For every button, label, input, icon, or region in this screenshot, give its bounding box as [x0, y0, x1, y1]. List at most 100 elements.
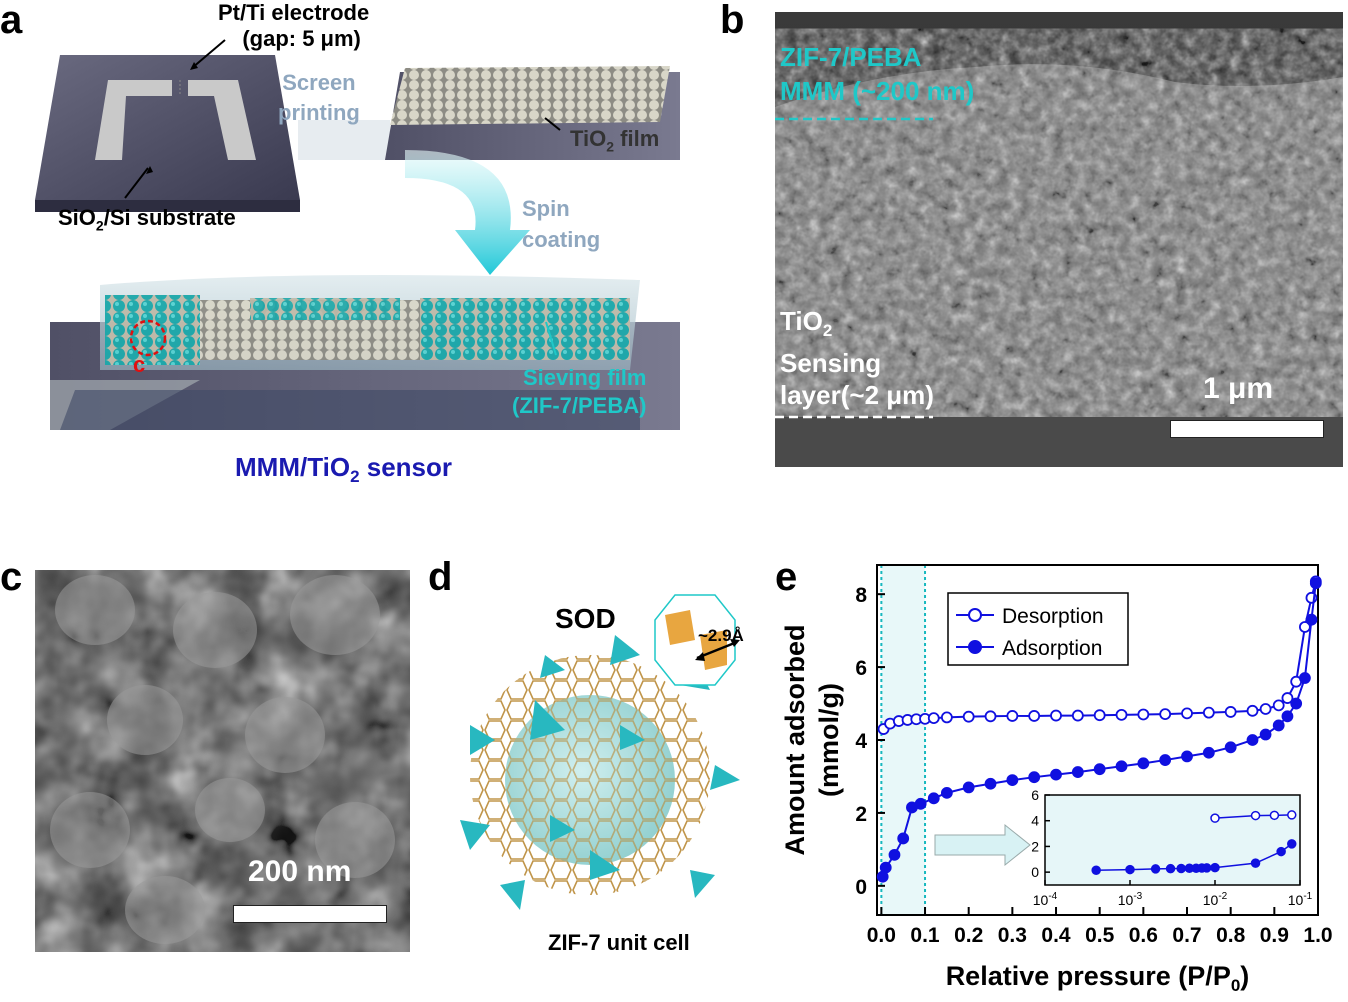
inset-series-line	[1214, 814, 1292, 819]
highlight-region	[881, 565, 926, 915]
electrode-label: Pt/Ti electrode (gap: 5 μm)	[218, 0, 370, 51]
inset-y-tick-label: 0	[1031, 864, 1039, 880]
y-tick-label: 4	[855, 730, 867, 753]
x-tick-label: 1.0	[1303, 924, 1332, 947]
data-point-adsorption	[1224, 741, 1237, 754]
x-tick-label: 0.4	[1041, 924, 1071, 947]
data-point-adsorption	[1028, 771, 1041, 784]
sem-cross-section-image	[775, 12, 1343, 467]
y-tick-label: 8	[855, 584, 867, 607]
legend-label: Desorption	[1002, 605, 1104, 628]
x-tick-label: 0.7	[1172, 924, 1201, 947]
screen-printing-label: Screen printing	[278, 70, 360, 125]
data-point-desorption	[1259, 703, 1272, 715]
inset-x-tick-label: 10-3	[1118, 891, 1143, 908]
inset-arrow	[934, 823, 1031, 867]
inset-data-point	[1250, 810, 1261, 821]
x-tick-label: 0.6	[1129, 924, 1158, 947]
data-point-adsorption	[1115, 760, 1128, 773]
data-point-adsorption	[897, 832, 910, 845]
inset-data-point	[1210, 813, 1220, 823]
data-point-adsorption	[1299, 672, 1311, 684]
inset-data-point	[1176, 863, 1186, 874]
mmm-layer-label: ZIF-7/PEBA MMM (~200 nm)	[780, 42, 975, 106]
electrode-pointer	[191, 39, 226, 69]
data-point-adsorption	[1281, 710, 1294, 723]
data-point-desorption	[1246, 704, 1259, 717]
data-point-adsorption	[1093, 763, 1106, 776]
data-point-adsorption	[1305, 613, 1318, 626]
data-point-desorption	[1272, 699, 1285, 712]
panel-letter-d: d	[428, 555, 453, 599]
inset-data-point	[1150, 864, 1161, 874]
panel-letter-b: b	[720, 0, 745, 42]
data-point-adsorption	[1309, 577, 1322, 590]
data-point-adsorption	[914, 797, 927, 810]
data-point-adsorption	[1272, 719, 1285, 732]
tio2-layer-label: TiO2 Sensing layer(~2 μm)	[780, 306, 934, 411]
scale-label-b: 1 μm	[1203, 372, 1274, 405]
inset-data-point	[1165, 863, 1176, 874]
data-point-adsorption	[984, 777, 997, 790]
spin-coating-arrow	[405, 150, 530, 275]
data-point-adsorption	[927, 792, 940, 805]
unit-cell-caption: ZIF-7 unit cell	[548, 930, 690, 955]
data-point-adsorption	[1137, 757, 1150, 770]
aperture-label: ~2.9Å	[698, 626, 744, 645]
data-point-desorption	[1181, 707, 1193, 720]
data-point-desorption	[1281, 692, 1294, 704]
panel-a-illustration	[35, 39, 680, 430]
inset-x-tick-label: 10-2	[1203, 891, 1228, 908]
data-point-adsorption	[879, 861, 892, 874]
inset-data-point	[1276, 846, 1286, 857]
legend-marker	[968, 608, 982, 622]
scale-label-c: 200 nm	[248, 855, 352, 888]
tio2-film-label: TiO2 film	[570, 126, 660, 155]
inset-data-point	[1125, 864, 1135, 875]
legend-marker	[968, 640, 982, 654]
inset-data-point	[1269, 810, 1280, 821]
legend-label: Adsorption	[1002, 637, 1102, 660]
x-tick-label: 0.3	[998, 924, 1027, 947]
data-point-desorption	[1028, 710, 1041, 722]
data-point-desorption	[927, 712, 940, 725]
data-point-adsorption	[940, 786, 953, 799]
inset-data-point	[1287, 839, 1297, 849]
data-point-adsorption	[1071, 766, 1084, 778]
data-point-adsorption	[1259, 728, 1272, 741]
panel-letter-a: a	[0, 0, 23, 42]
inset-x-tick-label: 10-1	[1288, 891, 1313, 908]
y-tick-label: 2	[855, 803, 867, 826]
electrode-left	[95, 80, 172, 160]
inset-data-point	[1091, 865, 1101, 875]
inset-y-tick-label: 2	[1031, 838, 1039, 854]
y-tick-label: 0	[855, 876, 867, 899]
electrode-right	[188, 80, 256, 160]
inset-y-tick-label: 6	[1031, 787, 1039, 803]
data-point-adsorption	[888, 848, 901, 861]
data-point-desorption	[940, 711, 953, 724]
data-point-adsorption	[1006, 774, 1019, 787]
sod-label: SOD	[555, 603, 616, 634]
sieving-film-label: Sieving film (ZIF-7/PEBA)	[512, 365, 647, 418]
data-point-adsorption	[1050, 768, 1062, 781]
data-point-adsorption	[1202, 746, 1215, 759]
x-tick-label: 0.2	[954, 924, 983, 947]
x-tick-label: 0.5	[1085, 924, 1115, 947]
panel-letter-c: c	[0, 555, 23, 599]
c-marker-circle	[129, 319, 167, 357]
inset-y-tick-label: 4	[1031, 813, 1039, 829]
data-point-desorption	[1202, 706, 1215, 719]
inset-data-point	[1202, 863, 1212, 873]
panel-letter-e: e	[775, 555, 798, 599]
x-tick-label: 0.0	[867, 924, 896, 947]
inset-data-point	[1250, 858, 1261, 868]
x-axis-label: Relative pressure (P/P0)	[946, 961, 1250, 995]
x-tick-label: 0.1	[910, 924, 940, 947]
c-marker-label: c	[133, 352, 146, 377]
data-point-desorption	[1224, 706, 1237, 718]
data-point-adsorption	[1159, 754, 1172, 766]
isotherm-chart: 0.0 0.1 0.2 0.3 0.4 0.5 0.6 0.7 0.8 0.9 1.0 0 2 4 6 8 Re…	[780, 564, 1333, 995]
sensor-title: MMM/TiO2 sensor	[235, 452, 453, 487]
scale-bar-c	[233, 905, 387, 923]
